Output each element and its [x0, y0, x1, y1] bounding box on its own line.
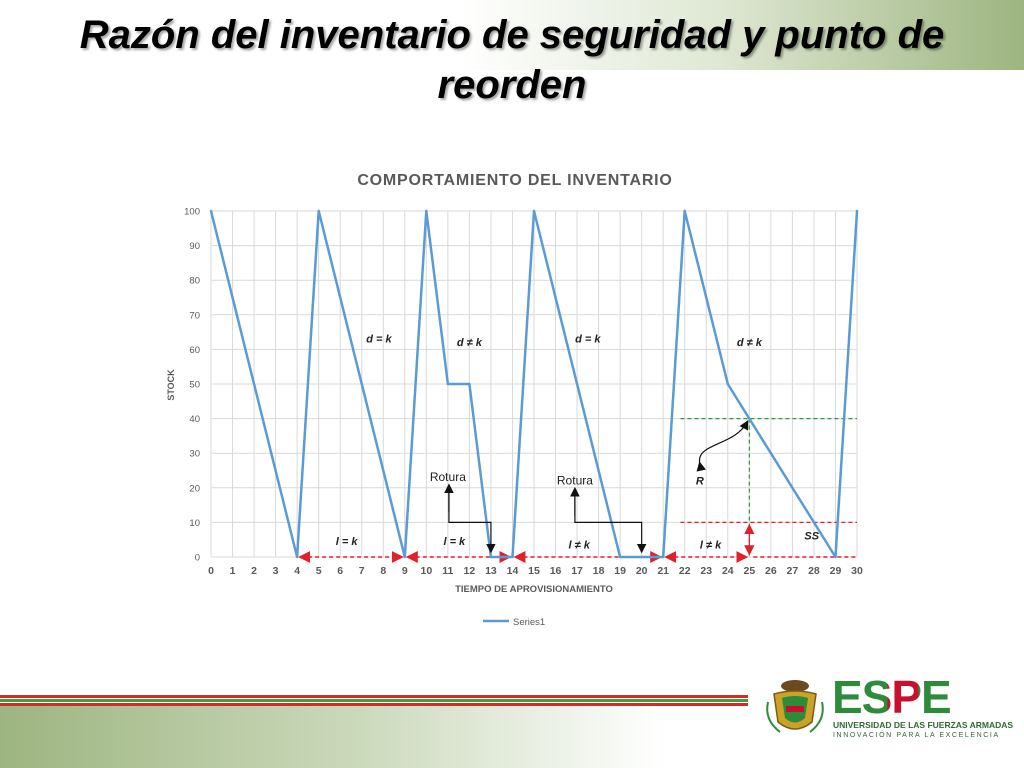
lead-time-label: l = k — [336, 536, 359, 548]
x-tick-label: 23 — [700, 565, 712, 577]
footer-stripe-green — [0, 699, 748, 702]
x-axis-label: TIEMPO DE APROVISIONAMIENTO — [455, 584, 613, 595]
data-point — [855, 209, 859, 213]
x-tick-label: 17 — [571, 565, 583, 577]
x-tick-label: 18 — [593, 565, 605, 577]
x-tick-label: 2 — [251, 565, 257, 577]
reorder-point-label: R — [696, 475, 704, 487]
espe-logo: ESPE UNIVERSIDAD DE LAS FUERZAS ARMADAS … — [754, 671, 1013, 746]
logo-tagline: INNOVACIÓN PARA LA EXCELENCIA — [833, 732, 1000, 739]
y-tick-label: 40 — [189, 414, 200, 425]
x-tick-label: 5 — [316, 565, 322, 577]
axis-layer: 0 1 2 3 4 5 6 7 8 9 10 11 12 13 14 15 16 17 18 19 20 21 22 23 24… — [184, 207, 863, 578]
data-point — [618, 555, 622, 559]
data-point — [726, 382, 729, 386]
footer-stripe-red — [0, 695, 748, 698]
y-tick-label: 60 — [189, 345, 200, 356]
y-tick-label: 0 — [195, 553, 200, 564]
x-tick-label: 26 — [765, 565, 777, 577]
y-tick-label: 70 — [189, 310, 200, 321]
data-point — [532, 209, 536, 213]
espe-crest-icon — [766, 680, 824, 733]
x-tick-label: 19 — [614, 565, 626, 577]
x-tick-label: 13 — [485, 565, 497, 577]
espe-wordmark: ESPE — [832, 671, 952, 723]
x-tick-label: 6 — [337, 565, 343, 577]
stockout-label: Rotura — [430, 470, 466, 484]
data-point — [425, 209, 428, 213]
x-tick-label: 21 — [657, 565, 669, 577]
annotation-layer: d = k d ≠ k d = k d ≠ k l = k l = k l ≠ k l ≠ k… — [336, 333, 820, 554]
x-tick-label: 20 — [636, 565, 648, 577]
x-tick-label: 4 — [294, 565, 300, 577]
inventory-chart: 0 1 2 3 4 5 6 7 8 9 10 11 12 13 14 15 16 17 18 19 20 21 22 23 24… — [166, 207, 863, 629]
data-point — [834, 555, 837, 559]
x-tick-label: 3 — [273, 565, 279, 577]
data-point — [317, 209, 320, 213]
x-tick-label: 29 — [830, 565, 842, 577]
x-tick-label: 10 — [420, 565, 432, 577]
y-tick-label: 20 — [189, 483, 200, 494]
series-layer — [209, 209, 859, 559]
y-tick-label: 50 — [189, 380, 200, 391]
x-tick-label: 12 — [464, 565, 476, 577]
reorder-point-arrow — [696, 419, 749, 472]
x-tick-label: 1 — [230, 565, 236, 577]
espe-wordmark-text: ESPE — [832, 671, 952, 723]
lead-time-label: l = k — [443, 536, 466, 548]
logo-subtitle: UNIVERSIDAD DE LAS FUERZAS ARMADAS — [833, 720, 1014, 730]
slide-title: Razón del inventario de seguridad y punt… — [79, 13, 945, 107]
stockout-label: Rotura — [557, 473, 593, 487]
x-tick-label: 15 — [528, 565, 540, 577]
data-point — [468, 382, 471, 386]
data-point — [489, 555, 493, 559]
x-tick-label: 30 — [851, 565, 863, 577]
legend-layer: Series1 — [483, 617, 545, 628]
data-point — [640, 555, 643, 559]
demand-label: d = k — [575, 333, 601, 345]
y-tick-label: 80 — [189, 276, 200, 287]
x-tick-label: 11 — [442, 565, 453, 577]
x-tick-label: 0 — [208, 565, 214, 577]
data-point — [446, 382, 450, 386]
y-tick-label: 90 — [189, 241, 200, 252]
data-point — [511, 555, 514, 559]
header-band — [0, 0, 1024, 70]
demand-label: d ≠ k — [457, 337, 483, 349]
x-tick-label: 9 — [402, 565, 408, 577]
x-tick-label: 16 — [550, 565, 562, 577]
series-line — [209, 209, 859, 559]
x-tick-label: 22 — [679, 565, 691, 577]
legend-label: Series1 — [513, 617, 545, 628]
footer-stripe-red-2 — [0, 703, 748, 706]
lead-time-label: l ≠ k — [569, 539, 591, 551]
chart-title: COMPORTAMIENTO DEL INVENTARIO — [357, 172, 673, 189]
demand-label: d ≠ k — [737, 337, 763, 349]
safety-stock-label: SS — [804, 531, 819, 543]
x-tick-label: 14 — [507, 565, 519, 577]
demand-label: d = k — [366, 333, 392, 345]
y-tick-label: 30 — [189, 449, 200, 460]
x-tick-label: 27 — [787, 565, 799, 577]
data-point — [683, 209, 686, 213]
x-tick-label: 7 — [359, 565, 365, 577]
data-point — [748, 417, 751, 420]
data-point — [295, 555, 299, 559]
x-tick-label: 24 — [722, 565, 734, 577]
x-tick-label: 28 — [808, 565, 820, 577]
guide-layer — [298, 418, 857, 563]
data-point — [662, 555, 665, 559]
data-point — [403, 555, 406, 559]
x-tick-label: 8 — [380, 565, 386, 577]
grid-layer — [210, 210, 858, 558]
y-tick-label: 10 — [189, 518, 200, 529]
x-tick-label: 25 — [743, 565, 755, 577]
lead-time-label: l ≠ k — [700, 539, 722, 551]
y-axis-label: STOCK — [166, 369, 176, 401]
data-point — [209, 209, 213, 213]
y-tick-label: 100 — [184, 207, 200, 218]
